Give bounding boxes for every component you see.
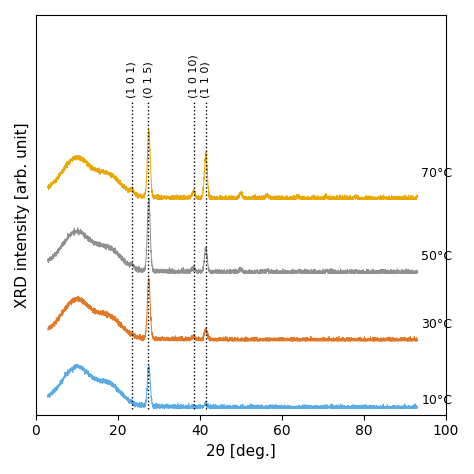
Text: (1 1 0): (1 1 0) — [201, 61, 211, 98]
Text: (1 0 1): (1 0 1) — [127, 61, 137, 98]
X-axis label: 2θ [deg.]: 2θ [deg.] — [206, 444, 275, 459]
Text: 50°C: 50°C — [421, 250, 452, 263]
Text: 30°C: 30°C — [421, 318, 452, 330]
Text: (0 1 5): (0 1 5) — [143, 61, 154, 98]
Text: (1 0 10): (1 0 10) — [189, 54, 199, 98]
Y-axis label: XRD intensity [arb. unit]: XRD intensity [arb. unit] — [15, 122, 30, 308]
Text: 10°C: 10°C — [421, 394, 452, 407]
Text: 70°C: 70°C — [421, 167, 452, 180]
